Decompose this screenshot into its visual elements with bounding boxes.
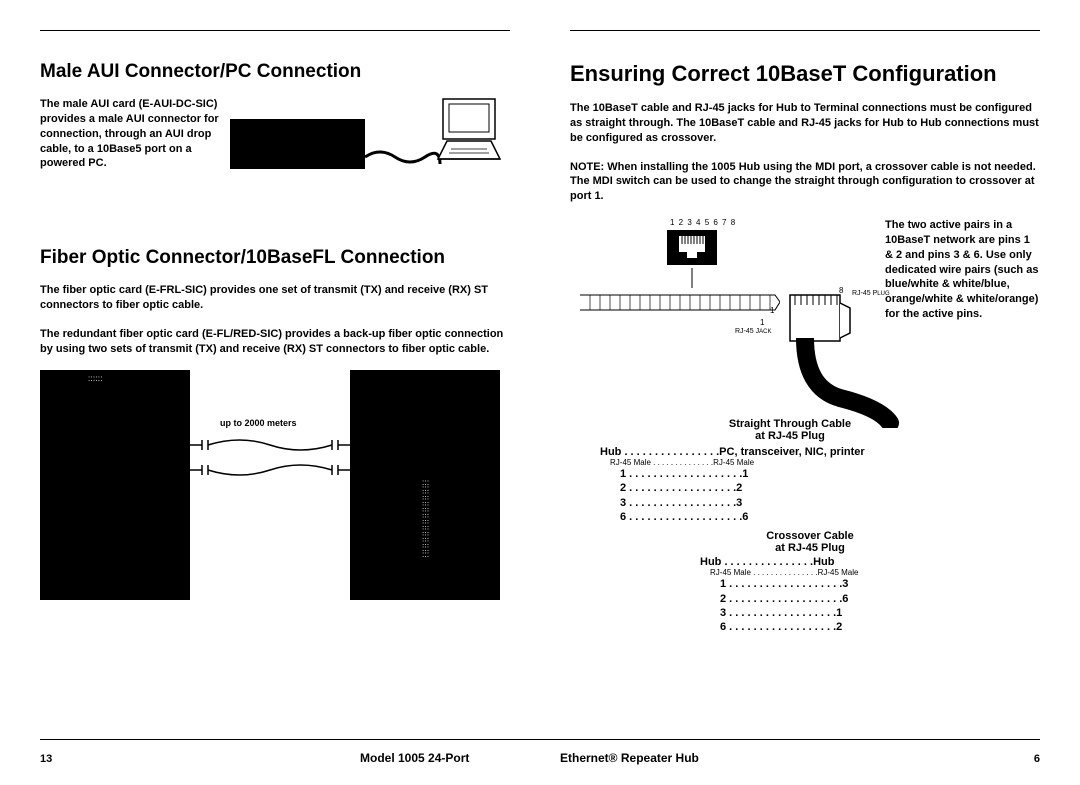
top-rule-right [570, 30, 1040, 31]
rj45-jack-icon [665, 228, 725, 268]
footer-model-left: Model 1005 24-Port [360, 751, 469, 765]
straight-male-line: RJ-45 Male . . . . . . . . . . . . . .RJ… [610, 458, 1040, 467]
rj45-line [690, 268, 694, 288]
c-row1: 1 . . . . . . . . . . . . . . . . . . .3 [720, 577, 1040, 591]
t5: . The 10BaseT cable and RJ-45 jacks for [670, 117, 882, 129]
straight-h2: at RJ-45 Plug [700, 430, 880, 442]
s-row2: 2 . . . . . . . . . . . . . . . . . .2 [620, 481, 1040, 495]
straight-hub-line: Hub . . . . . . . . . . . . . . . .PC, t… [600, 446, 1040, 458]
cross-hub-line: Hub . . . . . . . . . . . . . . .Hub [700, 556, 1040, 568]
aui-title: Male AUI Connector/PC Connection [40, 61, 510, 83]
t6: Hub to Hub [882, 117, 941, 129]
cross-table: Crossover Cable at RJ-45 Plug [750, 530, 1040, 554]
big-cable [770, 338, 900, 428]
hub-strip [580, 290, 780, 315]
top-rule-left [40, 30, 510, 31]
fiber-body2: The redundant fiber optic card (E-FL/RED… [40, 327, 510, 357]
left-column: Male AUI Connector/PC Connection The mal… [40, 30, 510, 634]
t2: Hub to Terminal [776, 102, 859, 114]
pc-icon [435, 97, 505, 167]
right-column: Ensuring Correct 10BaseT Configuration T… [570, 30, 1040, 634]
rj45-plug-label: RJ-45 PLUG [852, 290, 890, 297]
aui-diagram-area: The male AUI card (E-AUI-DC-SIC) provide… [40, 97, 510, 217]
footer-page-left: 13 [40, 753, 52, 765]
right-body1: The 10BaseT cable and RJ-45 jacks for Hu… [570, 101, 1040, 146]
t4: straight through [585, 117, 670, 129]
t9: . [713, 132, 716, 144]
fiber-diagram: : : : : : : : : :: : :: : :: : :: : :: :… [40, 370, 510, 600]
pin8-label: 8 [839, 286, 843, 295]
aui-hub-box [230, 119, 365, 169]
rj45-diagram-area: The two active pairs in a 10BaseT networ… [570, 218, 1040, 418]
cross-h2: at RJ-45 Plug [750, 542, 870, 554]
fiber-title: Fiber Optic Connector/10BaseFL Connectio… [40, 247, 510, 269]
footer-page-right: 6 [1034, 753, 1040, 765]
c-row3: 3 . . . . . . . . . . . . . . . . . .1 [720, 606, 1040, 620]
right-note: NOTE: When installing the 1005 Hub using… [570, 160, 1040, 205]
fiber-caption: up to 2000 meters [220, 418, 297, 428]
fiber-cables [190, 430, 350, 490]
aui-body: The male AUI card (E-AUI-DC-SIC) provide… [40, 97, 220, 171]
c-row2: 2 . . . . . . . . . . . . . . . . . . .6 [720, 592, 1040, 606]
pin1-label: 1 [760, 318, 764, 327]
c-row4: 6 . . . . . . . . . . . . . . . . . .2 [720, 620, 1040, 634]
s-row3: 3 . . . . . . . . . . . . . . . . . .3 [620, 496, 1040, 510]
fiber-left-box [40, 370, 190, 600]
fiber-body1: The fiber optic card (E-FRL-SIC) provide… [40, 283, 510, 313]
cross-h1: Crossover Cable [750, 530, 870, 542]
footer-model-right: Ethernet® Repeater Hub [560, 751, 699, 765]
t1: The 10BaseT cable and RJ-45 jacks for [570, 102, 776, 114]
rj45-sidetext: The two active pairs in a 10BaseT networ… [885, 218, 1040, 322]
cross-male-line: RJ-45 Male . . . . . . . . . . . . . . .… [710, 568, 1040, 577]
s-row4: 6 . . . . . . . . . . . . . . . . . . .6 [620, 510, 1040, 524]
rj45-jack-label: RJ-45 JACK [735, 328, 771, 335]
bottom-rule [40, 739, 1040, 740]
t8: crossover [661, 132, 713, 144]
s-row1: 1 . . . . . . . . . . . . . . . . . . .1 [620, 467, 1040, 481]
pins-top-label: 1 2 3 4 5 6 7 8 [670, 218, 736, 227]
right-title: Ensuring Correct 10BaseT Configuration [570, 61, 1040, 87]
